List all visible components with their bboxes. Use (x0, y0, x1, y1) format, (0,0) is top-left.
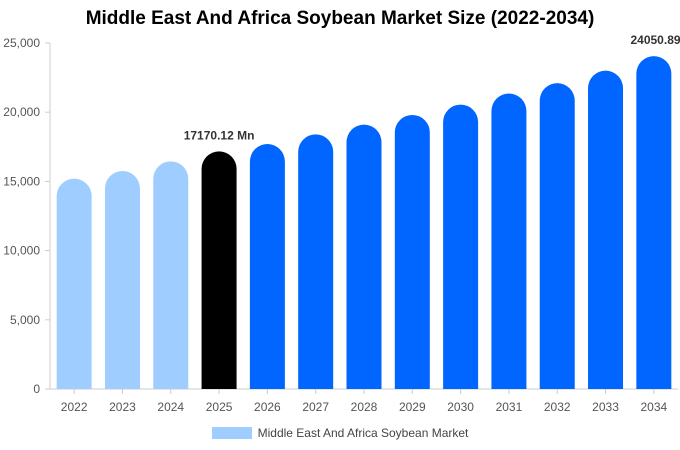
legend-swatch (211, 427, 252, 439)
data-label-2034: 24050.89 Mn (630, 33, 680, 47)
bar-2022 (56, 178, 92, 389)
bars (56, 56, 672, 390)
bar-2032 (539, 83, 575, 390)
x-tick-label-2031: 2031 (496, 400, 523, 414)
x-tick-label-2023: 2023 (109, 400, 136, 414)
y-tick-label: 20,000 (3, 105, 40, 119)
x-tick-label-2028: 2028 (351, 400, 378, 414)
y-axis: 0 5,000 10,000 15,000 20,000 25,000 (3, 36, 51, 396)
x-tick-label-2022: 2022 (61, 400, 88, 414)
data-labels: 17170.12 Mn 24050.89 Mn (184, 33, 680, 142)
bar-2028 (346, 124, 382, 389)
bar-2031 (491, 93, 527, 389)
y-tick-label: 5,000 (10, 313, 40, 327)
y-tick-label: 15,000 (3, 174, 40, 188)
y-tick-label: 10,000 (3, 244, 40, 258)
x-tick-label-2030: 2030 (447, 400, 474, 414)
legend: Middle East And Africa Soybean Market (0, 426, 680, 440)
x-tick-label-2032: 2032 (544, 400, 571, 414)
x-tick-label-2026: 2026 (254, 400, 281, 414)
bar-2033 (588, 70, 624, 390)
x-tick-label-2027: 2027 (302, 400, 329, 414)
bar-2027 (298, 134, 334, 389)
bar-2023 (104, 171, 140, 389)
x-tick-label-2024: 2024 (157, 400, 184, 414)
x-tick-label-2029: 2029 (399, 400, 426, 414)
x-tick-label-2025: 2025 (206, 400, 233, 414)
bar-2030 (443, 104, 479, 389)
bar-2034 (636, 56, 672, 389)
bar-2029 (394, 114, 430, 389)
bar-2026 (249, 144, 285, 389)
x-tick-label-2034: 2034 (640, 400, 667, 414)
y-tick-label: 25,000 (3, 36, 40, 50)
data-label-2025: 17170.12 Mn (184, 128, 255, 142)
bar-2025 (201, 151, 237, 389)
chart-title: Middle East And Africa Soybean Market Si… (85, 8, 595, 29)
legend-label: Middle East And Africa Soybean Market (257, 426, 469, 440)
x-axis: 2022 2023 2024 2025 2026 2027 2028 2029 2030 2031… (50, 388, 678, 414)
x-tick-label-2033: 2033 (592, 400, 619, 414)
y-tick-label: 0 (33, 382, 40, 396)
bar-2024 (153, 161, 189, 389)
